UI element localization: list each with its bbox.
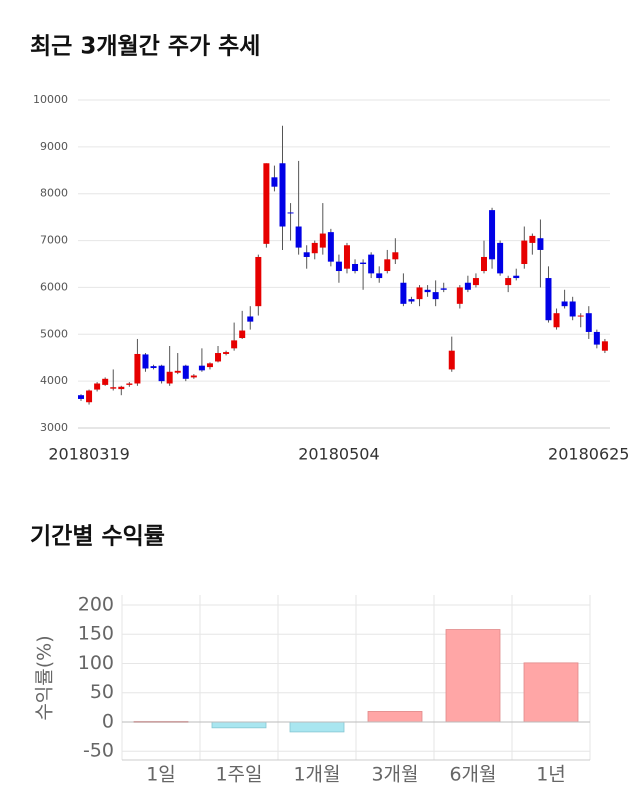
candle-body	[505, 278, 512, 286]
candle-body	[166, 371, 173, 384]
candle-body	[223, 352, 230, 354]
candle-body	[561, 301, 568, 307]
x-tick-label: 1일	[146, 764, 176, 786]
candle-body	[174, 370, 181, 373]
candle-body	[577, 315, 584, 317]
candle-body	[593, 331, 600, 345]
y-tick-label: 10000	[33, 93, 68, 106]
candle-body	[424, 289, 431, 293]
bar	[445, 629, 501, 723]
candle-body	[319, 233, 326, 248]
y-tick-label: 7000	[40, 234, 68, 247]
y-tick-label: -50	[83, 740, 114, 762]
chart-title: 기간별 수익률	[30, 524, 165, 550]
candle-body	[126, 383, 133, 385]
y-tick-label: 5000	[40, 327, 68, 340]
candle-body	[553, 313, 560, 328]
candle-body	[239, 330, 246, 339]
candle-body	[182, 365, 189, 379]
candle-body	[448, 350, 455, 370]
candle-body	[489, 210, 496, 260]
candle-body	[529, 235, 536, 243]
x-tick-label: 20180319	[48, 445, 129, 464]
candle-body	[408, 299, 415, 302]
candle-body	[376, 273, 383, 279]
candle-body	[118, 386, 125, 390]
candle-body	[432, 292, 439, 300]
candle-body	[481, 256, 487, 272]
candle-body	[343, 245, 350, 269]
candle-body	[303, 252, 310, 257]
y-tick-label: 100	[78, 652, 114, 674]
candle-body	[206, 363, 213, 368]
candle-body	[569, 301, 576, 317]
candle-body	[134, 353, 141, 384]
candle-body	[279, 163, 286, 227]
candle-body	[585, 313, 592, 332]
candle-body	[255, 256, 262, 307]
x-tick-label: 20180625	[548, 445, 629, 464]
candle-body	[601, 341, 608, 351]
bar	[211, 721, 267, 729]
candle-body	[392, 252, 399, 260]
x-tick-label: 1주일	[215, 764, 262, 786]
x-tick-label: 20180504	[298, 445, 379, 464]
candle-body	[513, 275, 520, 279]
candle-body	[102, 378, 109, 385]
candle-body	[271, 177, 278, 187]
candle-body	[231, 340, 238, 349]
y-tick-label: 200	[78, 593, 114, 615]
bar	[367, 711, 423, 723]
y-axis-label: 수익률(%)	[34, 635, 56, 720]
candle-body	[497, 242, 504, 274]
candle-body	[94, 383, 101, 390]
candle-body	[198, 365, 205, 371]
candle-body	[400, 282, 407, 304]
candle-body	[416, 287, 423, 300]
x-tick-label: 1개월	[293, 764, 340, 786]
x-tick-label: 3개월	[371, 764, 418, 786]
candle-body	[384, 259, 391, 272]
candle-body	[295, 226, 302, 248]
candle-body	[142, 354, 149, 369]
candle-body	[472, 278, 479, 286]
y-tick-label: 9000	[40, 140, 68, 153]
candle-body	[311, 242, 318, 254]
x-tick-label: 6개월	[449, 764, 496, 786]
y-tick-label: 3000	[40, 421, 68, 434]
candle-body	[545, 278, 552, 321]
y-tick-label: 50	[90, 681, 114, 703]
candle-body	[215, 353, 222, 362]
candle-body	[110, 387, 117, 389]
bar	[289, 721, 345, 733]
candle-body	[247, 316, 254, 322]
y-tick-label: 0	[102, 710, 114, 732]
candle-body	[327, 232, 334, 262]
candle-body	[360, 262, 367, 264]
candle-body	[521, 240, 528, 264]
candle-body	[287, 212, 294, 214]
candle-body	[464, 282, 471, 290]
y-tick-label: 4000	[40, 374, 68, 387]
chart-title: 최근 3개월간 주가 추세	[30, 34, 260, 60]
candle-body	[78, 395, 84, 399]
candle-body	[150, 366, 157, 369]
candle-body	[352, 264, 359, 272]
y-tick-label: 6000	[40, 280, 68, 293]
candle-body	[263, 163, 270, 244]
y-tick-label: 8000	[40, 187, 68, 200]
x-tick-label: 1년	[536, 764, 566, 786]
candle-body	[368, 254, 375, 274]
candle-body	[440, 288, 447, 290]
y-tick-label: 150	[78, 623, 114, 645]
bar	[523, 662, 579, 723]
candle-body	[158, 365, 165, 382]
candle-body	[86, 390, 93, 403]
candle-body	[456, 287, 463, 304]
candle-body	[537, 238, 544, 250]
candle-body	[190, 375, 197, 378]
candle-body	[335, 261, 342, 272]
